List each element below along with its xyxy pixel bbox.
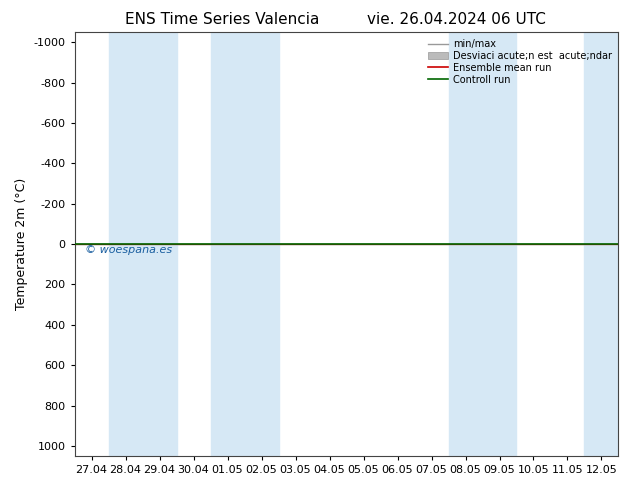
Text: © woespana.es: © woespana.es [86,245,172,255]
Legend: min/max, Desviaci acute;n est  acute;ndar, Ensemble mean run, Controll run: min/max, Desviaci acute;n est acute;ndar… [425,35,616,89]
Text: ENS Time Series Valencia: ENS Time Series Valencia [125,12,319,27]
Bar [448,32,517,456]
Text: vie. 26.04.2024 06 UTC: vie. 26.04.2024 06 UTC [367,12,546,27]
Bar [108,32,176,456]
Y-axis label: Temperature 2m (°C): Temperature 2m (°C) [15,178,28,310]
Bar [210,32,278,456]
Bar [585,32,619,456]
